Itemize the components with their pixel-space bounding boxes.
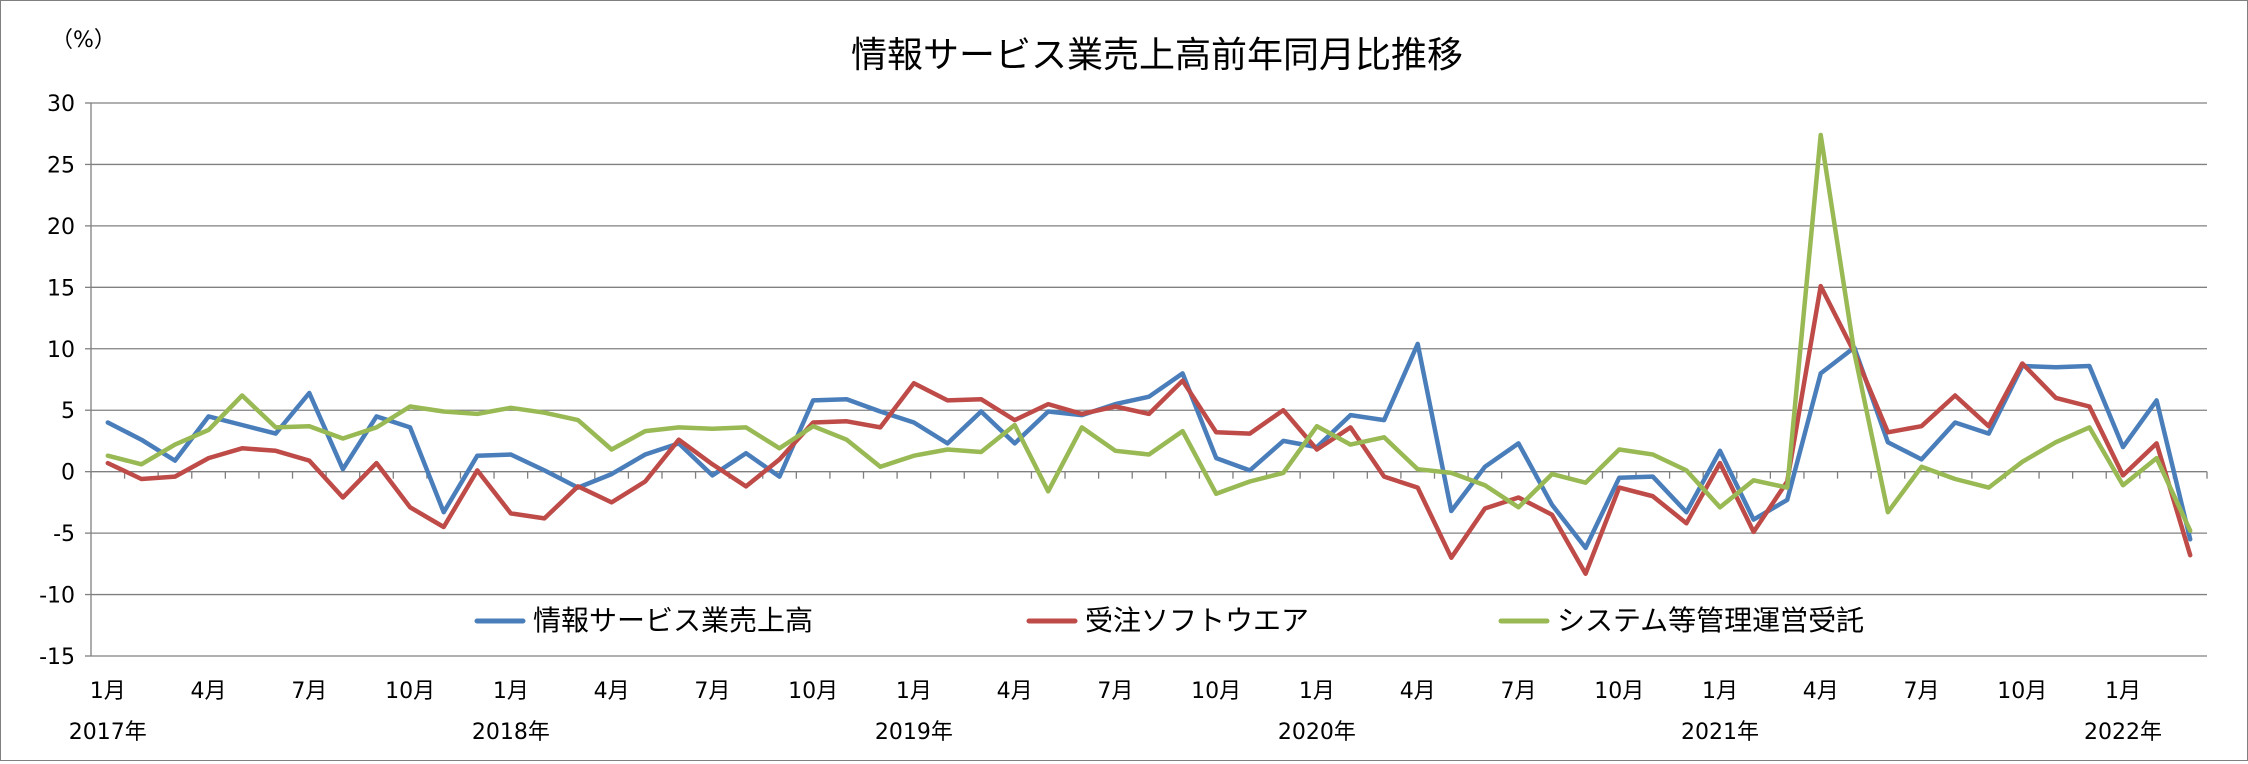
y-axis-unit-label: （%） <box>51 28 116 53</box>
x-tick-label-month: 4月 <box>1803 679 1839 704</box>
x-tick-label-year: 2018年 <box>472 720 550 745</box>
x-tick-labels: 1月 4月 7月 10月 1月 4月 7月 10月 1月 4月 7月 10月 1月 4月 7月 10月 1月 4月… <box>69 679 2162 745</box>
x-tick-label-month: 7月 <box>694 679 730 704</box>
x-tick-label-month: 4月 <box>997 679 1033 704</box>
gridlines <box>91 102 2207 657</box>
x-tick-label-month: 7月 <box>291 679 327 704</box>
series-lines <box>105 132 2193 576</box>
x-tick-label-month: 1月 <box>1702 679 1738 704</box>
x-tick-label-year: 2017年 <box>69 720 147 745</box>
x-tick-label-month: 1月 <box>90 679 126 704</box>
x-tick-label-month: 1月 <box>2105 679 2141 704</box>
series-line-2 <box>105 283 2193 576</box>
x-tick-label-year: 2020年 <box>1278 720 1356 745</box>
y-tick-label: -10 <box>39 584 75 609</box>
legend: 情報サービス業売上高 受注ソフトウエア システム等管理運営受託 <box>474 604 1864 637</box>
x-tick-label-month: 4月 <box>1400 679 1436 704</box>
x-tick-label-year: 2019年 <box>875 720 953 745</box>
y-tick-label: 5 <box>61 399 75 424</box>
x-tick-label-year: 2022年 <box>2084 720 2162 745</box>
series-line-1 <box>105 341 2193 551</box>
y-tick-label: -5 <box>53 522 75 547</box>
x-tick-label-month: 1月 <box>1299 679 1335 704</box>
x-tick-label-month: 10月 <box>788 679 838 704</box>
chart-title: 情報サービス業売上高前年同月比推移 <box>851 35 1463 76</box>
y-tick-label: -15 <box>39 645 75 670</box>
x-tick-label-month: 7月 <box>1500 679 1536 704</box>
y-tick-label: 20 <box>47 215 75 240</box>
y-tick-label: 15 <box>47 276 75 301</box>
y-tick-label: 0 <box>61 461 75 486</box>
series-line-3 <box>105 132 2193 533</box>
x-tick-label-month: 4月 <box>191 679 227 704</box>
legend-label-1: 情報サービス業売上高 <box>533 604 813 637</box>
y-tick-label: 10 <box>47 338 75 363</box>
legend-label-3: システム等管理運営受託 <box>1557 604 1864 637</box>
x-tick-label-month: 10月 <box>1997 679 2047 704</box>
x-tick-label-month: 10月 <box>385 679 435 704</box>
y-tick-label: 25 <box>47 153 75 178</box>
y-tick-labels: 30 25 20 15 10 5 0 -5 -10 -15 <box>39 92 75 670</box>
x-tick-label-year: 2021年 <box>1681 720 1759 745</box>
x-tick-label-month: 1月 <box>896 679 932 704</box>
legend-label-2: 受注ソフトウエア <box>1085 604 1309 637</box>
x-tick-label-month: 7月 <box>1904 679 1940 704</box>
x-tick-label-month: 1月 <box>493 679 529 704</box>
axes <box>85 102 2208 657</box>
x-tick-label-month: 10月 <box>1594 679 1644 704</box>
x-tick-label-month: 10月 <box>1191 679 1241 704</box>
x-tick-label-month: 7月 <box>1097 679 1133 704</box>
y-tick-label: 30 <box>47 92 75 117</box>
x-tick-label-month: 4月 <box>594 679 630 704</box>
